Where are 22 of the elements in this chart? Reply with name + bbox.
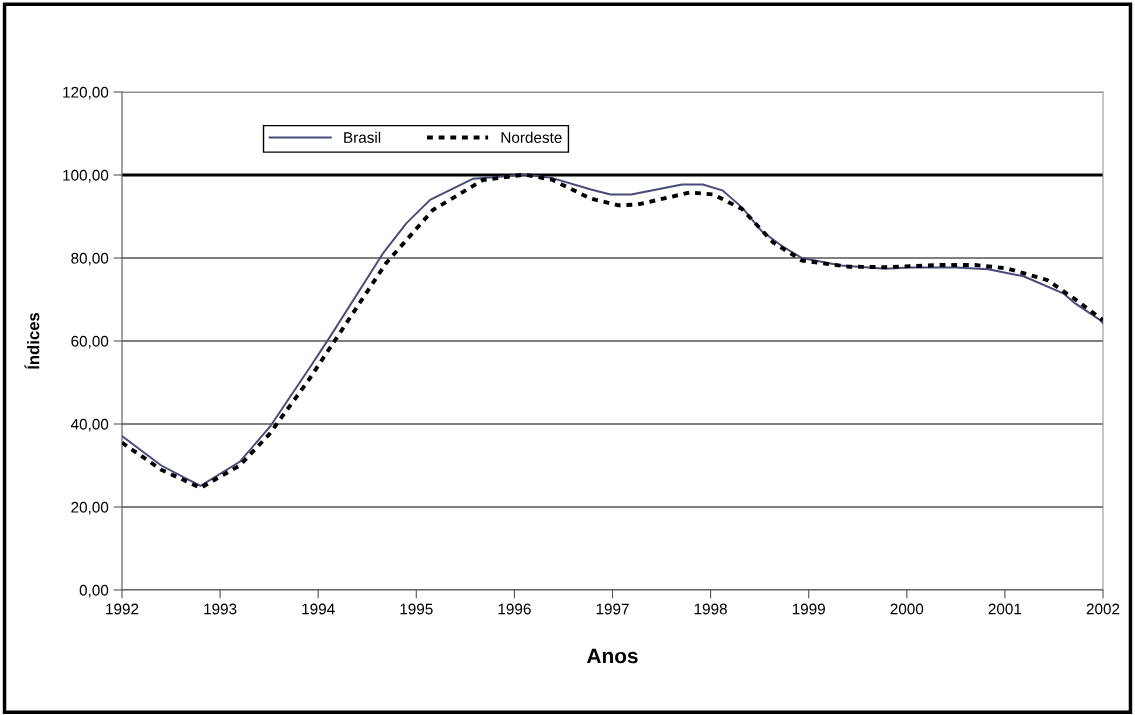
x-tick-label: 1999 [792, 603, 825, 615]
y-tick-label: 40,00 [70, 418, 109, 432]
x-tick-label: 1994 [302, 603, 335, 615]
x-tick-label: 1992 [106, 603, 139, 615]
y-tick-label: 80,00 [71, 252, 109, 266]
x-tick-label: 2000 [890, 603, 924, 615]
x-tick-label: 1993 [204, 603, 237, 615]
legend-label: Brasil [344, 131, 381, 143]
y-axis-title: Índices [24, 312, 40, 369]
y-tick-label: 0,00 [79, 584, 109, 598]
x-tick-label: 1997 [596, 603, 629, 615]
y-tick-label: 120,00 [63, 86, 109, 100]
y-tick-label: 20,00 [71, 501, 109, 515]
y-tick-label: 60,00 [71, 335, 109, 349]
x-axis-title: Anos [586, 648, 638, 664]
x-tick-label: 1995 [400, 603, 433, 615]
x-tick-label: 1998 [694, 603, 727, 615]
x-tick-label: 2001 [988, 603, 1022, 615]
x-tick-label: 2002 [1086, 603, 1120, 615]
y-tick-label: 100,00 [63, 169, 109, 183]
legend-label: Nordeste [501, 131, 562, 143]
x-tick-label: 1996 [498, 603, 531, 615]
